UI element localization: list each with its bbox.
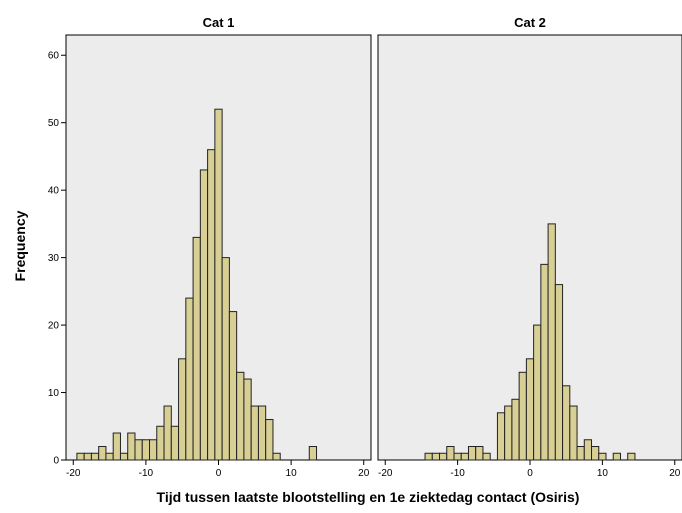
histogram-bar [504,405,513,461]
histogram-bar [185,297,194,461]
histogram-bar [598,452,607,461]
panel-2: Cat 2 -20 -10 0 10 20 [377,8,682,479]
x-tick-label: 20 [358,468,370,479]
histogram-bar [134,439,143,461]
histogram-bar [583,439,593,461]
histogram-bar [119,452,129,461]
histogram-bar [569,405,578,461]
x-tick-label: -10 [139,468,154,479]
histogram-bar [76,452,85,461]
histogram-bar [105,452,114,461]
histogram-bar [199,169,209,461]
x-tick-label: 10 [286,468,298,479]
histogram-bar [431,452,441,461]
y-tick-label: 20 [48,321,60,332]
histogram-bar [496,412,506,461]
y-tick-label: 60 [48,51,60,62]
y-axis-title: Frequency [12,210,28,281]
histogram-bar [156,425,165,461]
histogram-bar [170,425,180,461]
histogram-bar [453,452,462,461]
histogram-bar [612,452,621,461]
histogram-bar [475,446,484,461]
y-tick-label: 30 [48,253,60,264]
histogram-bar [214,108,223,461]
panel-header [378,8,682,35]
histogram-bar [467,446,477,461]
histogram-bar [627,452,636,461]
histogram-bar [554,284,564,461]
histogram-bar [591,446,600,461]
y-tick-label: 40 [48,186,60,197]
x-tick-label: -20 [66,468,81,479]
panel-title: Cat 2 [514,15,546,30]
histogram-bar [424,452,433,461]
panels-layer: Cat 1 -20 -10 0 10 20 0 10 20 30 40 50 60 Cat 2 -20 -10… [48,8,682,479]
histogram-bar [221,257,230,461]
histogram-bar [192,236,201,461]
histogram-bar [178,358,187,461]
histogram-bar [533,324,542,461]
histogram-bar [127,432,136,461]
x-tick-label: -10 [450,468,465,479]
x-tick-label: 0 [216,468,222,479]
y-tick-label: 10 [48,388,60,399]
histogram-bar [236,371,245,461]
histogram-bar [98,446,107,461]
histogram-bar [163,405,172,461]
x-tick-label: 20 [669,468,681,479]
x-tick-label: -20 [378,468,393,479]
x-tick-label: 10 [597,468,609,479]
histogram-bar [257,405,267,461]
panel-1: Cat 1 -20 -10 0 10 20 0 10 20 30 40 50 60 [48,8,372,479]
histogram-bar [562,385,571,461]
panel-title: Cat 1 [203,15,235,30]
histogram-bar [250,405,259,461]
histogram-bar [207,149,216,461]
histogram-bar [272,452,281,461]
histogram-bar [446,446,455,461]
x-axis-title: Tijd tussen laatste blootstelling en 1e … [157,489,580,505]
panel-header [66,8,371,35]
y-tick-label: 50 [48,118,60,129]
histogram-bar [90,452,100,461]
histogram-bar [540,263,549,461]
histogram-bar [83,452,92,461]
histogram-bar [149,439,158,461]
histogram-bar [228,311,238,461]
y-tick-label: 0 [53,456,59,467]
histogram-bar [518,371,527,461]
histogram-bar [308,446,318,461]
histogram-bar [112,432,121,461]
x-tick-label: 0 [527,468,533,479]
histogram-bar [511,398,520,461]
histogram-bar [482,452,491,461]
histogram-bar [141,439,151,461]
histogram-bar [439,452,448,461]
histogram-bar [525,358,535,461]
histogram-bar [265,419,274,461]
histogram-bar [460,452,469,461]
histogram-bar [243,378,252,461]
histogram-bar [576,446,585,461]
histogram-bar [547,223,556,461]
